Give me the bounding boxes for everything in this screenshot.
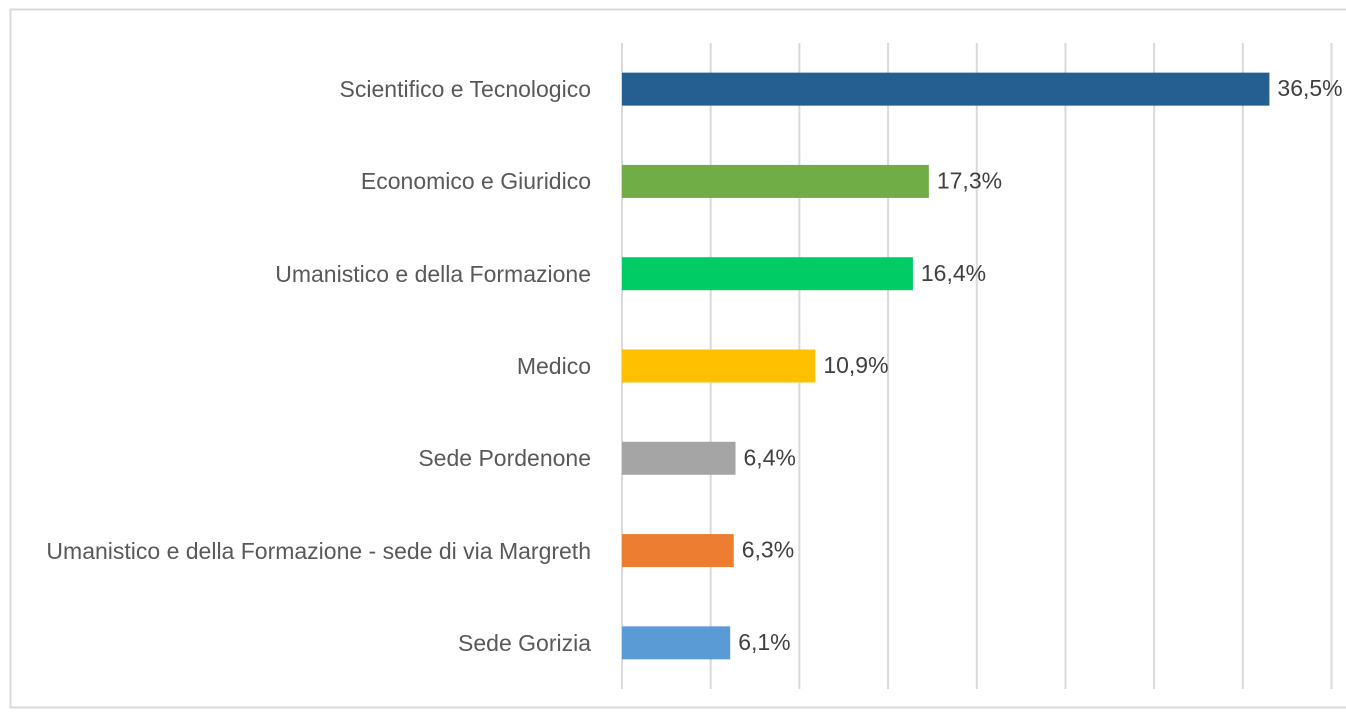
bar — [622, 626, 731, 660]
category-label: Medico — [516, 353, 591, 379]
bar — [622, 257, 913, 291]
bar — [622, 441, 736, 475]
value-label: 36,5% — [1277, 75, 1342, 101]
value-label: 16,4% — [921, 260, 986, 286]
category-label: Umanistico e della Formazione — [275, 260, 591, 287]
bar — [622, 349, 816, 383]
bar — [622, 72, 1270, 106]
bar — [622, 534, 734, 568]
category-label: Sede Gorizia — [458, 629, 591, 656]
category-label: Economico e Giuridico — [360, 168, 591, 195]
value-label: 6,3% — [742, 537, 794, 563]
value-label: 10,9% — [823, 352, 888, 378]
chart-frame — [9, 8, 1346, 709]
value-label: 6,1% — [738, 629, 790, 655]
value-label: 17,3% — [937, 168, 1002, 194]
bar — [622, 164, 929, 198]
category-label: Scientifico e Tecnologico — [339, 76, 591, 103]
category-label: Umanistico e della Formazione - sede di … — [46, 537, 591, 564]
category-label: Sede Pordenone — [418, 445, 591, 472]
value-label: 6,4% — [744, 444, 796, 470]
